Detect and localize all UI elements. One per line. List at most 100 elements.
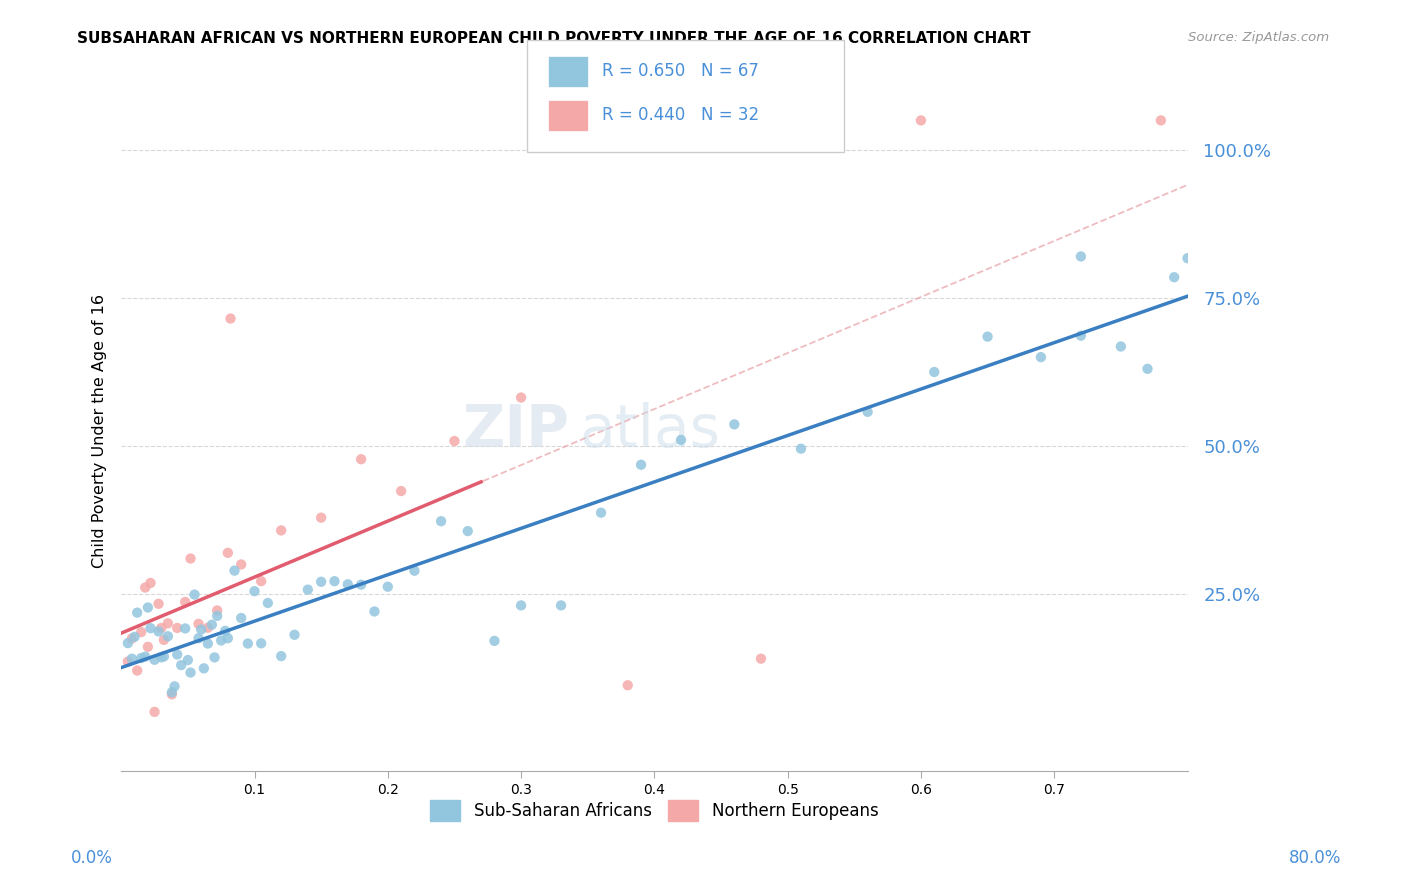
Point <box>457 524 479 538</box>
Point <box>323 574 346 589</box>
Point <box>217 546 239 560</box>
Point <box>1029 350 1052 364</box>
Point <box>143 653 166 667</box>
Point <box>150 621 173 635</box>
Point <box>723 417 745 432</box>
Point <box>243 584 266 599</box>
Point <box>170 658 193 673</box>
Point <box>180 665 202 680</box>
Point <box>183 588 205 602</box>
Point <box>187 616 209 631</box>
Point <box>205 603 228 617</box>
Point <box>163 679 186 693</box>
Text: atlas: atlas <box>579 402 721 459</box>
Point <box>616 678 638 692</box>
Point <box>160 687 183 701</box>
Point <box>430 514 453 528</box>
Point <box>201 617 224 632</box>
Point <box>148 597 170 611</box>
Point <box>187 632 209 646</box>
Point <box>197 636 219 650</box>
Point <box>250 574 273 589</box>
Point <box>160 685 183 699</box>
Point <box>270 649 292 664</box>
Point <box>139 621 162 635</box>
Legend: Sub-Saharan Africans, Northern Europeans: Sub-Saharan Africans, Northern Europeans <box>423 794 884 827</box>
Text: R = 0.440   N = 32: R = 0.440 N = 32 <box>602 106 759 124</box>
Point <box>669 433 692 447</box>
Text: Source: ZipAtlas.com: Source: ZipAtlas.com <box>1188 31 1329 45</box>
Point <box>117 655 139 669</box>
Point <box>630 458 652 472</box>
Point <box>910 113 932 128</box>
Point <box>922 365 945 379</box>
Point <box>193 661 215 675</box>
Point <box>166 648 188 662</box>
Point <box>1070 249 1092 263</box>
Point <box>156 629 179 643</box>
Point <box>177 653 200 667</box>
Point <box>389 483 412 498</box>
Point <box>297 582 319 597</box>
Point <box>180 551 202 566</box>
Point <box>124 630 146 644</box>
Point <box>153 632 176 647</box>
Point <box>790 442 813 456</box>
Point <box>256 596 278 610</box>
Point <box>250 636 273 650</box>
Point <box>136 600 159 615</box>
Point <box>309 574 332 589</box>
Text: ZIP: ZIP <box>463 402 569 459</box>
Point <box>1163 270 1185 285</box>
Point <box>117 636 139 650</box>
Point <box>336 577 359 591</box>
Point <box>270 524 292 538</box>
Point <box>236 636 259 650</box>
Point <box>136 640 159 654</box>
Point <box>856 405 879 419</box>
Point <box>976 329 998 343</box>
Point <box>139 576 162 591</box>
Point <box>219 311 242 326</box>
Point <box>484 633 506 648</box>
Point <box>377 580 399 594</box>
Point <box>404 564 426 578</box>
Text: 80.0%: 80.0% <box>1288 849 1341 867</box>
Point <box>166 621 188 635</box>
Point <box>510 391 533 405</box>
Point <box>363 604 385 618</box>
Point <box>749 651 772 665</box>
Point <box>121 632 143 646</box>
Point <box>350 577 373 591</box>
Point <box>190 623 212 637</box>
Point <box>443 434 465 448</box>
Y-axis label: Child Poverty Under the Age of 16: Child Poverty Under the Age of 16 <box>93 294 107 568</box>
Point <box>231 611 253 625</box>
Point <box>231 558 253 572</box>
Point <box>150 650 173 665</box>
Point <box>153 649 176 664</box>
Point <box>309 510 332 524</box>
Point <box>205 608 228 623</box>
Point <box>350 452 373 467</box>
Point <box>134 649 156 664</box>
Point <box>174 595 197 609</box>
Point <box>214 624 236 638</box>
Point <box>197 621 219 635</box>
Point <box>204 650 226 665</box>
Point <box>127 606 149 620</box>
Point <box>143 705 166 719</box>
Point <box>1177 251 1199 265</box>
Point <box>1109 339 1132 353</box>
Point <box>148 624 170 639</box>
Point <box>1070 328 1092 343</box>
Point <box>217 631 239 645</box>
Point <box>121 651 143 665</box>
Point <box>174 622 197 636</box>
Point <box>283 628 305 642</box>
Point <box>1150 113 1173 128</box>
Point <box>589 506 612 520</box>
Text: 0.0%: 0.0% <box>70 849 112 867</box>
Point <box>224 564 246 578</box>
Point <box>550 599 572 613</box>
